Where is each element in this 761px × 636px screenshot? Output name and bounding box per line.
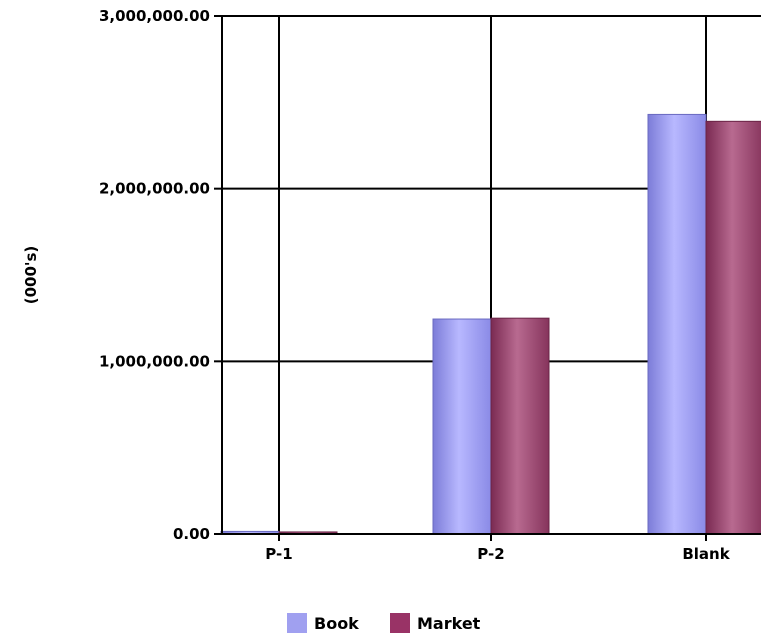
y-tick-label: 3,000,000.00 [99,7,210,25]
legend-swatch [287,613,307,633]
legend-label: Market [417,614,481,633]
x-tick-label: P-1 [265,545,292,563]
x-tick-label: Blank [682,545,730,563]
legend-label: Book [314,614,359,633]
y-tick-label: 0.00 [173,525,210,543]
axes [214,15,761,541]
bar-book-p-2 [432,318,492,535]
legend-swatch [390,613,410,633]
bar-market-p-2 [490,317,550,535]
legend-item-book: Book [287,613,359,633]
y-tick-label: 1,000,000.00 [99,352,210,370]
x-tick-label: P-2 [477,545,504,563]
bar-book-blank [647,113,707,535]
bar-market-blank [705,120,761,535]
y-tick-label: 2,000,000.00 [99,180,210,198]
legend-item-market: Market [390,613,481,633]
y-tick-labels: 0.00 1,000,000.00 2,000,000.00 3,000,000.00 [99,7,210,543]
y-axis-title: (000's) [22,246,40,305]
bars [220,113,761,535]
legend: Book Market [287,613,481,633]
gridlines [222,15,761,535]
x-tick-labels: P-1 P-2 Blank [265,545,730,563]
